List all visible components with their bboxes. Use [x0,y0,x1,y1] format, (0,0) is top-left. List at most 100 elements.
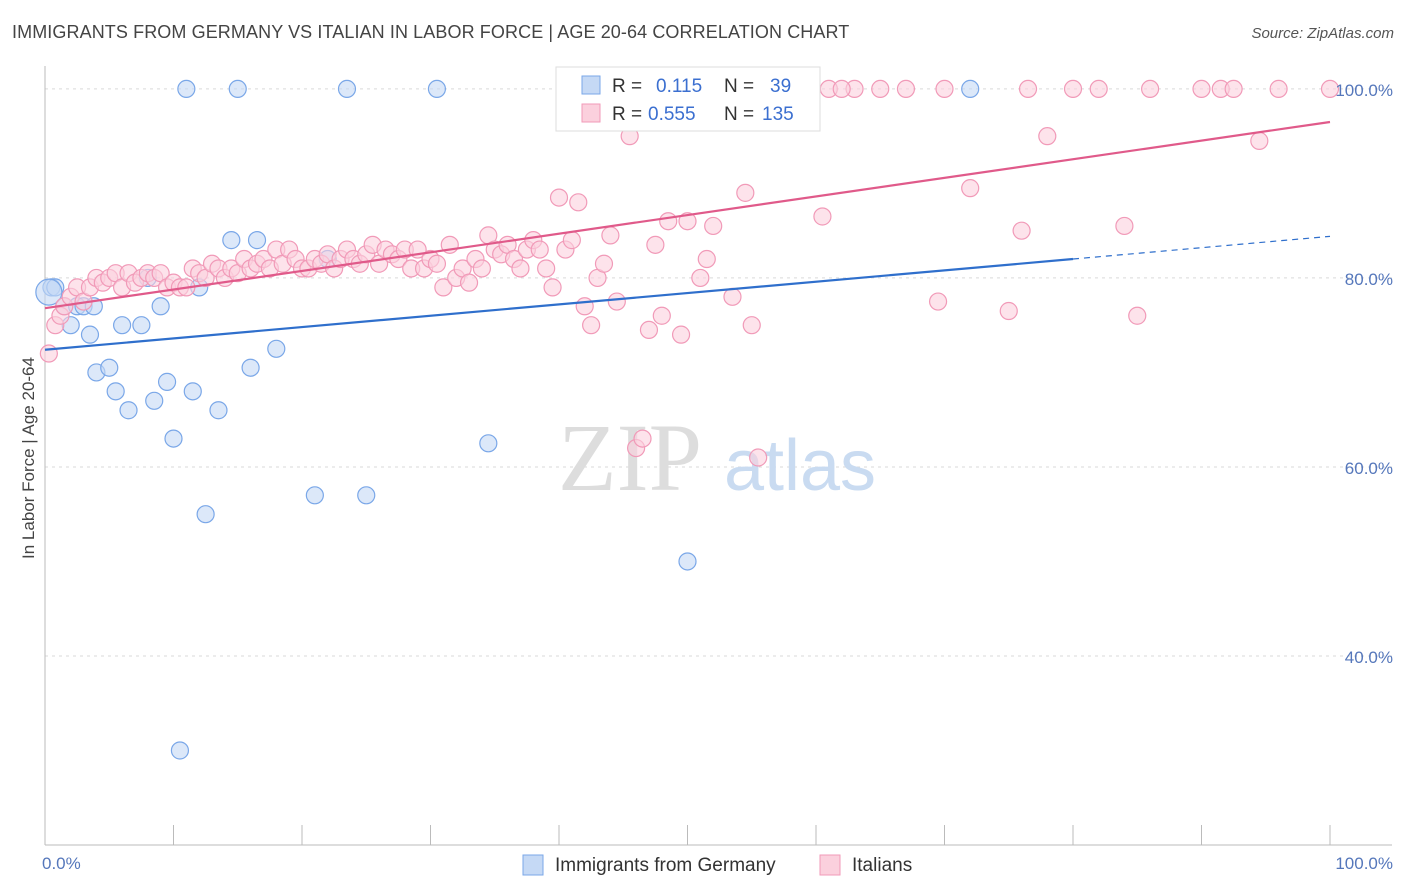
point-italians-77 [530,240,549,259]
point-italians-107 [723,287,742,306]
point-germany-35 [479,434,498,453]
y-tick-labels: 40.0% 60.0% 80.0% 100.0% [1335,81,1393,667]
point-germany-29 [267,339,286,358]
point-italians-135 [1320,79,1340,99]
point-italians-124 [1038,127,1057,146]
point-italians-88 [601,226,620,245]
legend-n-label-italians: N = [724,104,754,125]
point-italians-125 [1063,79,1083,99]
point-germany-32 [337,79,357,99]
chart-title: IMMIGRANTS FROM GERMANY VS ITALIAN IN LA… [12,22,850,42]
y-axis-title: In Labor Force | Age 20-64 [19,357,38,559]
point-germany-30 [305,486,324,505]
point-germany-9 [100,358,119,377]
point-italians-62 [434,278,453,297]
point-italians-93 [633,429,652,448]
point-italians-66 [459,273,479,292]
legend-n-value-italians: 135 [762,104,794,125]
point-germany-27 [241,358,260,377]
point-italians-130 [1192,79,1211,99]
point-italians-132 [1224,79,1243,99]
y-tick-label-2: 80.0% [1345,270,1393,289]
x-tick-labels: 0.0% 100.0% [42,854,1393,873]
point-germany-33 [357,486,376,505]
legend-r-label-germany: R = [612,76,642,97]
watermark-zip: ZIP [558,404,702,511]
legend-n-value-germany: 39 [770,76,791,97]
point-italians-121 [999,301,1018,321]
point-italians-123 [1018,79,1038,99]
point-italians-97 [659,212,678,231]
point-italians-82 [562,231,581,250]
trend-line-germany-extension [1072,235,1331,260]
point-italians-79 [543,278,562,297]
gridlines [45,88,1392,657]
point-italians-117 [896,79,916,99]
point-italians-120 [961,179,980,198]
point-italians-95 [646,235,665,254]
point-italians-94 [639,320,659,340]
point-germany-10 [106,382,125,401]
x-tick-label-1: 100.0% [1335,854,1393,873]
point-germany-37 [961,79,980,99]
point-germany-11 [112,316,132,335]
y-tick-label-1: 60.0% [1345,459,1393,478]
point-germany-34 [427,79,447,99]
legend-r-value-italians: 0.555 [648,104,696,125]
point-italians-80 [549,188,569,207]
point-germany-12 [119,401,138,420]
point-italians-84 [575,297,594,316]
legend-swatch-italians [581,103,601,123]
point-italians-129 [1140,79,1160,99]
point-italians-104 [704,216,723,236]
point-italians-99 [671,325,691,344]
point-germany-15 [145,391,164,410]
legend-r-label-italians: R = [612,104,642,125]
x-tick-label-0: 0.0% [42,854,81,873]
y-tick-label-3: 100.0% [1335,81,1393,100]
legend-top: R = 0.115 N = 39 R = 0.555 N = 135 [555,66,821,132]
point-italians-133 [1250,131,1269,150]
series-germany-points [35,79,980,760]
trend-line-italians [44,120,1331,310]
point-italians-100 [678,212,697,231]
point-italians-0 [39,344,58,363]
point-germany-19 [170,741,190,760]
point-italians-126 [1089,79,1108,99]
point-italians-96 [652,306,671,325]
axes [44,66,1392,846]
series-italians-points [39,79,1340,467]
point-italians-118 [928,292,948,311]
point-italians-119 [935,79,954,99]
point-italians-83 [569,193,588,212]
point-germany-18 [164,429,183,448]
point-germany-20 [177,79,196,99]
legend-n-label-germany: N = [724,76,754,97]
point-germany-38 [35,278,63,306]
point-italians-87 [594,254,614,273]
y-tick-label-0: 40.0% [1345,648,1393,667]
bottom-legend-swatch-germany [522,854,544,876]
watermark: ZIP atlas [558,404,876,511]
point-italians-139 [871,79,890,99]
point-italians-85 [582,316,601,335]
point-italians-78 [537,259,556,278]
point-germany-16 [151,297,170,316]
point-italians-89 [607,292,626,311]
point-italians-61 [427,254,447,273]
point-italians-102 [691,268,710,288]
point-italians-74 [511,259,530,278]
point-italians-110 [742,316,761,335]
point-germany-6 [80,325,100,344]
legend-swatch-germany [581,75,601,95]
point-germany-26 [228,79,247,99]
bottom-legend-label-italians: Italians [852,855,912,876]
bottom-legend-swatch-italians [819,854,841,876]
point-italians-114 [813,207,832,226]
point-italians-109 [736,183,755,202]
point-germany-17 [157,372,177,391]
watermark-atlas: atlas [724,426,876,506]
point-italians-103 [697,249,716,269]
bottom-legend-label-germany: Immigrants from Germany [555,855,776,876]
